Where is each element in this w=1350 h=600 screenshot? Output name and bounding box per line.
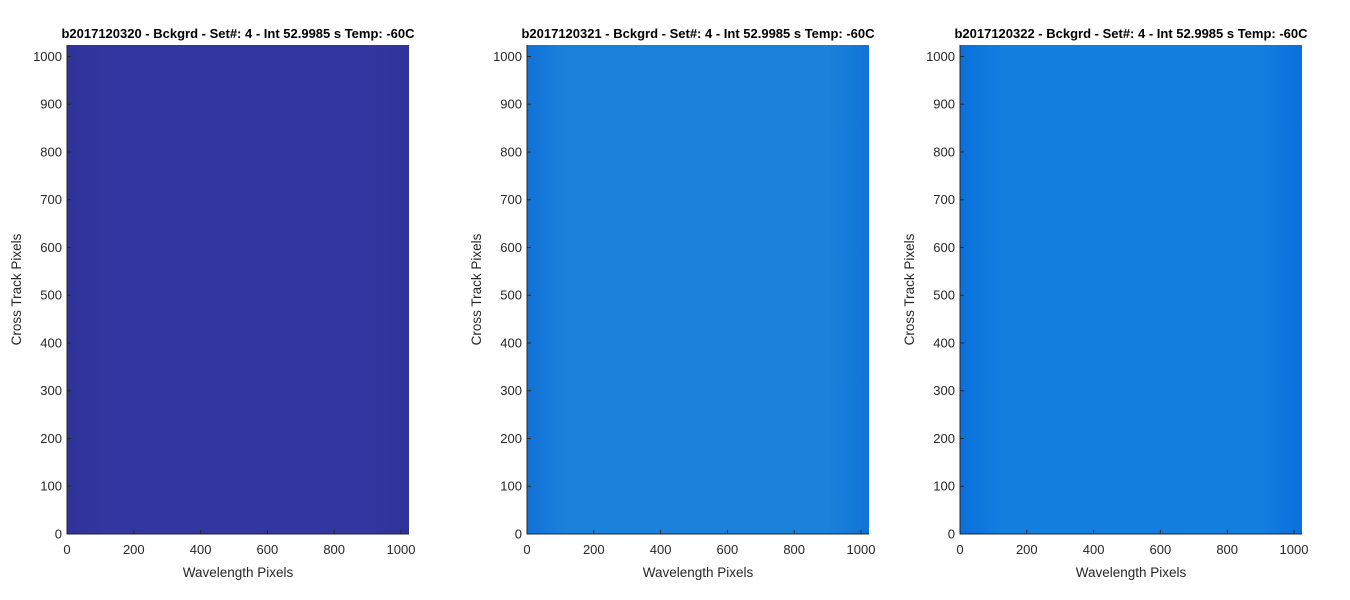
panel-1-y-tick-label: 0 <box>55 527 62 542</box>
panel-3-y-tick-label: 0 <box>948 527 955 542</box>
panel-1-x-tick-label: 0 <box>63 542 70 557</box>
panel-3-y-axis-label: Cross Track Pixels <box>902 233 917 345</box>
panel-3-y-tick-label: 100 <box>933 479 955 494</box>
panel-2: b2017120321 - Bckgrd - Set#: 4 - Int 52.… <box>469 26 875 580</box>
panel-3-y-tick-label: 800 <box>933 144 955 159</box>
panel-3-x-tick-label: 400 <box>1083 542 1105 557</box>
panel-1-x-tick-label: 600 <box>257 542 279 557</box>
panel-1-y-tick-label: 900 <box>40 97 62 112</box>
panel-1: b2017120320 - Bckgrd - Set#: 4 - Int 52.… <box>9 26 415 580</box>
panel-2-title: b2017120321 - Bckgrd - Set#: 4 - Int 52.… <box>521 26 875 41</box>
panel-1-x-tick-label: 800 <box>323 542 345 557</box>
panel-2-y-tick-label: 800 <box>500 144 522 159</box>
panel-2-x-tick-label: 800 <box>783 542 805 557</box>
panel-1-y-tick-label: 300 <box>40 383 62 398</box>
panel-2-x-tick-label: 600 <box>717 542 739 557</box>
panel-1-y-tick-label: 800 <box>40 144 62 159</box>
panel-3-heatmap-image <box>960 45 1302 534</box>
panel-1-x-tick-label: 400 <box>190 542 212 557</box>
panel-3-title: b2017120322 - Bckgrd - Set#: 4 - Int 52.… <box>954 26 1308 41</box>
panel-1-x-axis-label: Wavelength Pixels <box>183 565 294 580</box>
panel-1-y-tick-label: 200 <box>40 431 62 446</box>
panel-3-y-tick-label: 700 <box>933 192 955 207</box>
panel-3-y-tick-label: 200 <box>933 431 955 446</box>
panel-1-x-tick-label: 1000 <box>387 542 416 557</box>
panel-3-x-axis-label: Wavelength Pixels <box>1076 565 1187 580</box>
panel-1-x-tick-label: 200 <box>123 542 145 557</box>
panel-1-y-tick-label: 100 <box>40 479 62 494</box>
panel-2-y-tick-label: 600 <box>500 240 522 255</box>
panel-2-x-tick-label: 1000 <box>847 542 876 557</box>
panel-3-y-tick-label: 1000 <box>926 49 955 64</box>
panel-1-title: b2017120320 - Bckgrd - Set#: 4 - Int 52.… <box>61 26 415 41</box>
panel-2-y-axis-label: Cross Track Pixels <box>469 233 484 345</box>
panel-2-x-tick-label: 400 <box>650 542 672 557</box>
panel-1-y-tick-label: 1000 <box>33 49 62 64</box>
panel-3-x-tick-label: 0 <box>956 542 963 557</box>
panel-3-y-tick-label: 900 <box>933 97 955 112</box>
panel-3-x-tick-label: 800 <box>1216 542 1238 557</box>
panel-1-y-tick-label: 700 <box>40 192 62 207</box>
panel-1-heatmap-image <box>67 45 409 534</box>
panel-3-y-tick-label: 600 <box>933 240 955 255</box>
panel-3-x-tick-label: 1000 <box>1280 542 1309 557</box>
panel-2-y-tick-label: 500 <box>500 288 522 303</box>
panel-2-x-tick-label: 0 <box>523 542 530 557</box>
panel-1-y-tick-label: 400 <box>40 335 62 350</box>
panel-3-x-tick-label: 600 <box>1150 542 1172 557</box>
panel-2-heatmap-image <box>527 45 869 534</box>
panel-1-y-axis-label: Cross Track Pixels <box>9 233 24 345</box>
panel-2-x-tick-label: 200 <box>583 542 605 557</box>
panel-3-x-tick-label: 200 <box>1016 542 1038 557</box>
panel-2-y-tick-label: 900 <box>500 97 522 112</box>
panel-2-y-tick-label: 400 <box>500 335 522 350</box>
panel-3-y-tick-label: 500 <box>933 288 955 303</box>
panel-2-x-axis-label: Wavelength Pixels <box>643 565 754 580</box>
panel-2-y-tick-label: 1000 <box>493 49 522 64</box>
panel-2-y-tick-label: 100 <box>500 479 522 494</box>
panel-1-y-tick-label: 500 <box>40 288 62 303</box>
panel-2-y-tick-label: 700 <box>500 192 522 207</box>
panel-2-y-tick-label: 300 <box>500 383 522 398</box>
panel-1-y-tick-label: 600 <box>40 240 62 255</box>
panel-3: b2017120322 - Bckgrd - Set#: 4 - Int 52.… <box>902 26 1308 580</box>
panel-2-y-tick-label: 0 <box>515 527 522 542</box>
panel-3-y-tick-label: 400 <box>933 335 955 350</box>
panel-3-y-tick-label: 300 <box>933 383 955 398</box>
panel-2-y-tick-label: 200 <box>500 431 522 446</box>
